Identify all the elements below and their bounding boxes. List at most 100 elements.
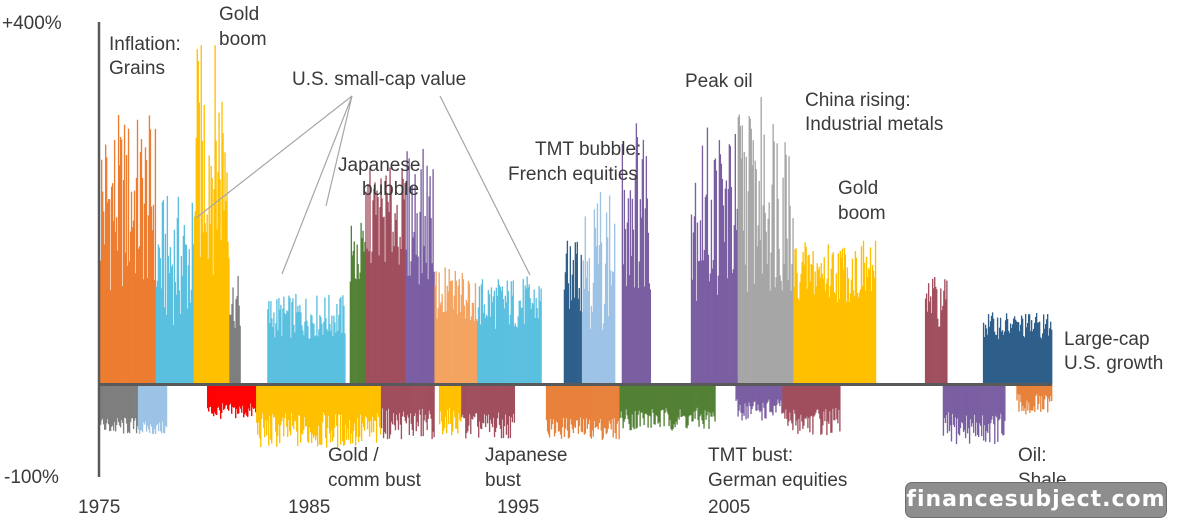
chart-bar — [158, 247, 161, 385]
chart-bar — [482, 312, 485, 385]
chart-bar — [461, 272, 464, 385]
chart-bar — [312, 323, 314, 385]
chart-bar — [497, 279, 500, 385]
chart-bar — [137, 248, 140, 385]
chart-bar — [401, 168, 403, 385]
chart-bar — [628, 384, 630, 425]
chart-bar — [1017, 322, 1020, 385]
chart-bar — [972, 384, 975, 433]
chart-bar — [320, 384, 323, 445]
chart-bar — [348, 384, 351, 420]
chart-bar — [242, 384, 244, 406]
chart-bar — [965, 384, 968, 416]
annotation: boom — [838, 203, 886, 224]
chart-bar — [372, 200, 374, 385]
chart-bar — [854, 251, 857, 385]
chart-bar — [530, 309, 532, 385]
chart-bar — [332, 336, 334, 385]
chart-bar — [1048, 384, 1050, 399]
chart-bar — [1017, 384, 1019, 394]
chart-bar — [372, 384, 375, 433]
chart-bar — [638, 261, 641, 385]
chart-bar — [843, 247, 846, 385]
chart-bar — [607, 384, 609, 429]
chart-bar — [1034, 384, 1036, 412]
chart-bar — [956, 384, 959, 419]
chart-bar — [733, 225, 735, 385]
chart-bar — [580, 254, 582, 385]
chart-bar — [795, 384, 797, 426]
chart-bar — [760, 97, 762, 385]
chart-bar — [1038, 384, 1040, 404]
chart-bar — [295, 293, 297, 385]
chart-bar — [406, 384, 409, 416]
chart-bar — [824, 291, 826, 385]
chart-bar — [136, 119, 139, 385]
chart-bar — [336, 304, 338, 385]
chart-bar — [566, 240, 569, 385]
chart-bar — [393, 384, 396, 426]
chart-bar — [408, 158, 410, 385]
chart-bar — [129, 231, 132, 385]
chart-bar — [471, 302, 474, 385]
chart-bar — [235, 299, 237, 385]
chart-bar — [233, 384, 235, 408]
chart-bar — [418, 384, 420, 410]
chart-bar — [596, 384, 598, 427]
chart-bar — [863, 262, 866, 385]
chart-bar — [692, 232, 695, 385]
chart-bar — [969, 384, 972, 420]
chart-bar — [153, 384, 156, 430]
chart-bar — [154, 384, 157, 435]
chart-bar — [952, 384, 955, 425]
chart-bar — [493, 384, 496, 438]
chart-bar — [941, 310, 943, 385]
chart-bar — [702, 384, 704, 424]
chart-bar — [377, 197, 379, 385]
chart-bar — [261, 384, 263, 419]
chart-bar — [432, 384, 434, 432]
chart-bar — [781, 290, 783, 385]
chart-bar — [491, 302, 494, 385]
chart-bar — [1041, 384, 1043, 397]
chart-bar — [347, 384, 350, 440]
chart-bar — [471, 384, 473, 419]
chart-bar — [708, 281, 711, 385]
chart-bar — [793, 384, 795, 410]
chart-bar — [309, 338, 311, 385]
chart-bar — [147, 384, 150, 430]
chart-bar — [466, 303, 469, 385]
chart-bar — [862, 240, 865, 385]
chart-bar — [235, 384, 237, 419]
chart-bar — [316, 295, 318, 385]
chart-bar — [800, 273, 802, 385]
chart-bar — [288, 295, 290, 385]
chart-bar — [175, 294, 178, 385]
chart-bar — [810, 384, 812, 417]
chart-bar — [753, 384, 755, 403]
chart-bar — [742, 384, 744, 414]
chart-bar — [953, 384, 956, 428]
chart-bar — [134, 273, 137, 385]
chart-bar — [503, 384, 506, 427]
chart-bar — [413, 231, 415, 385]
chart-bar — [515, 326, 517, 385]
chart-bar — [811, 264, 813, 385]
chart-bar — [247, 384, 249, 417]
chart-bar — [101, 384, 103, 421]
chart-bar — [116, 250, 119, 385]
chart-bar — [510, 281, 512, 385]
chart-bar — [100, 260, 102, 385]
chart-bar — [690, 384, 692, 416]
chart-bar — [125, 384, 128, 424]
watermark: financesubject.com — [905, 482, 1167, 518]
chart-bar — [409, 384, 411, 414]
chart-bar — [698, 384, 700, 427]
chart-bar — [836, 302, 838, 385]
chart-bar — [138, 246, 141, 385]
chart-bar — [616, 384, 618, 424]
chart-bar — [682, 384, 684, 416]
chart-bar — [768, 202, 770, 385]
chart-bar — [107, 199, 110, 385]
chart-bar — [171, 264, 174, 385]
